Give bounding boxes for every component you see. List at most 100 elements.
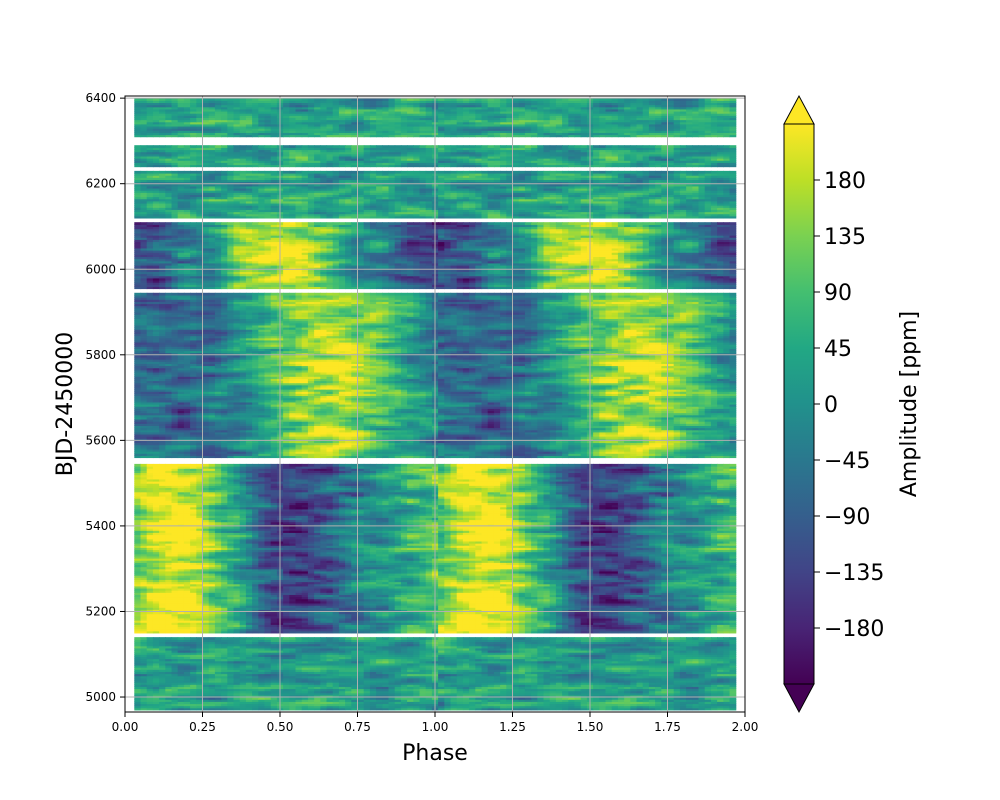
heatmap-cell: [283, 697, 290, 700]
heatmap-cell: [655, 645, 662, 649]
heatmap-cell: [400, 673, 408, 677]
heatmap-cell: [258, 656, 266, 660]
heatmap-cell: [413, 701, 421, 705]
heatmap-cell: [506, 686, 514, 690]
heatmap-cell: [686, 697, 693, 700]
heatmap-cell: [636, 701, 644, 705]
heatmap-cell: [723, 703, 731, 707]
heatmap-cell: [252, 688, 259, 692]
heatmap-cell: [512, 677, 520, 681]
heatmap-cell: [270, 654, 278, 657]
heatmap-cell: [555, 654, 563, 657]
heatmap-cell: [407, 662, 414, 666]
heatmap-cell: [549, 701, 557, 705]
heatmap-cell: [351, 707, 359, 711]
heatmap-cell: [376, 701, 383, 705]
heatmap-cell: [636, 654, 644, 657]
heatmap-cell: [456, 645, 464, 649]
heatmap-cell: [512, 697, 520, 700]
heatmap-cell: [686, 645, 693, 649]
heatmap-cell: [388, 649, 396, 653]
heatmap-cell: [469, 643, 476, 647]
heatmap-cell: [450, 649, 458, 653]
heatmap-cell: [655, 667, 662, 670]
heatmap-cell: [593, 658, 600, 662]
heatmap-cell: [295, 660, 303, 664]
heatmap-cell: [320, 664, 328, 668]
heatmap-cell: [413, 671, 421, 675]
heatmap-cell: [400, 652, 408, 655]
heatmap-cell: [661, 664, 669, 668]
heatmap-cell: [338, 699, 346, 702]
heatmap-cell: [270, 692, 278, 696]
heatmap-cell: [134, 649, 142, 653]
heatmap-cell: [270, 658, 278, 662]
heatmap-cell: [239, 662, 247, 666]
heatmap-cell: [661, 677, 669, 681]
heatmap-cell: [667, 679, 675, 683]
heatmap-cell: [295, 658, 303, 662]
heatmap-cell: [568, 675, 576, 679]
heatmap-cell: [456, 679, 464, 683]
heatmap-cell: [270, 664, 278, 668]
heatmap-cell: [543, 649, 551, 653]
heatmap-cell: [704, 690, 712, 694]
heatmap-cell: [345, 643, 352, 647]
heatmap-cell: [630, 692, 638, 696]
heatmap-cell: [357, 647, 365, 651]
heatmap-cell: [177, 694, 185, 698]
heatmap-cell: [543, 707, 551, 711]
heatmap-cell: [574, 684, 582, 687]
heatmap-cell: [165, 658, 173, 662]
heatmap-cell: [351, 699, 359, 702]
heatmap-cell: [648, 692, 656, 696]
heatmap-cell: [326, 658, 334, 662]
heatmap-cell: [314, 656, 321, 660]
heatmap-cell: [413, 673, 421, 677]
heatmap-cell: [506, 679, 514, 683]
heatmap-cell: [599, 679, 607, 683]
heatmap-cell: [599, 701, 607, 705]
heatmap-cell: [419, 645, 427, 649]
heatmap-cell: [159, 637, 166, 640]
heatmap-cell: [506, 660, 514, 664]
heatmap-cell: [196, 667, 204, 670]
heatmap-cell: [655, 688, 662, 692]
heatmap-cell: [611, 675, 619, 679]
heatmap-cell: [462, 682, 470, 685]
heatmap-cell: [301, 707, 309, 711]
heatmap-cell: [655, 660, 662, 664]
heatmap-cell: [252, 664, 259, 668]
heatmap-cell: [648, 654, 656, 657]
heatmap-cell: [159, 643, 166, 647]
heatmap-cell: [357, 671, 365, 675]
heatmap-cell: [568, 701, 576, 705]
heatmap-cell: [667, 686, 675, 690]
heatmap-cell: [605, 637, 613, 640]
heatmap-cell: [562, 667, 569, 670]
heatmap-cell: [568, 658, 576, 662]
heatmap-cell: [338, 701, 346, 705]
heatmap-cell: [196, 673, 204, 677]
heatmap-cell: [729, 662, 737, 666]
heatmap-cell: [462, 707, 470, 711]
heatmap-cell: [438, 699, 445, 702]
heatmap-cell: [599, 637, 607, 640]
heatmap-cell: [456, 701, 464, 705]
heatmap-cell: [481, 649, 489, 653]
heatmap-cell: [134, 679, 142, 683]
heatmap-cell: [518, 697, 526, 700]
heatmap-cell: [227, 669, 235, 672]
heatmap-cell: [679, 697, 687, 700]
heatmap-cell: [537, 669, 545, 672]
heatmap-cell: [171, 675, 179, 679]
heatmap-cell: [704, 671, 712, 675]
heatmap-cell: [450, 647, 458, 651]
heatmap-cell: [673, 645, 681, 649]
heatmap-cell: [146, 652, 154, 655]
heatmap-cell: [345, 671, 352, 675]
heatmap-cell: [134, 654, 142, 657]
heatmap-cell: [252, 675, 259, 679]
heatmap-cell: [258, 647, 266, 651]
heatmap-cell: [376, 662, 383, 666]
